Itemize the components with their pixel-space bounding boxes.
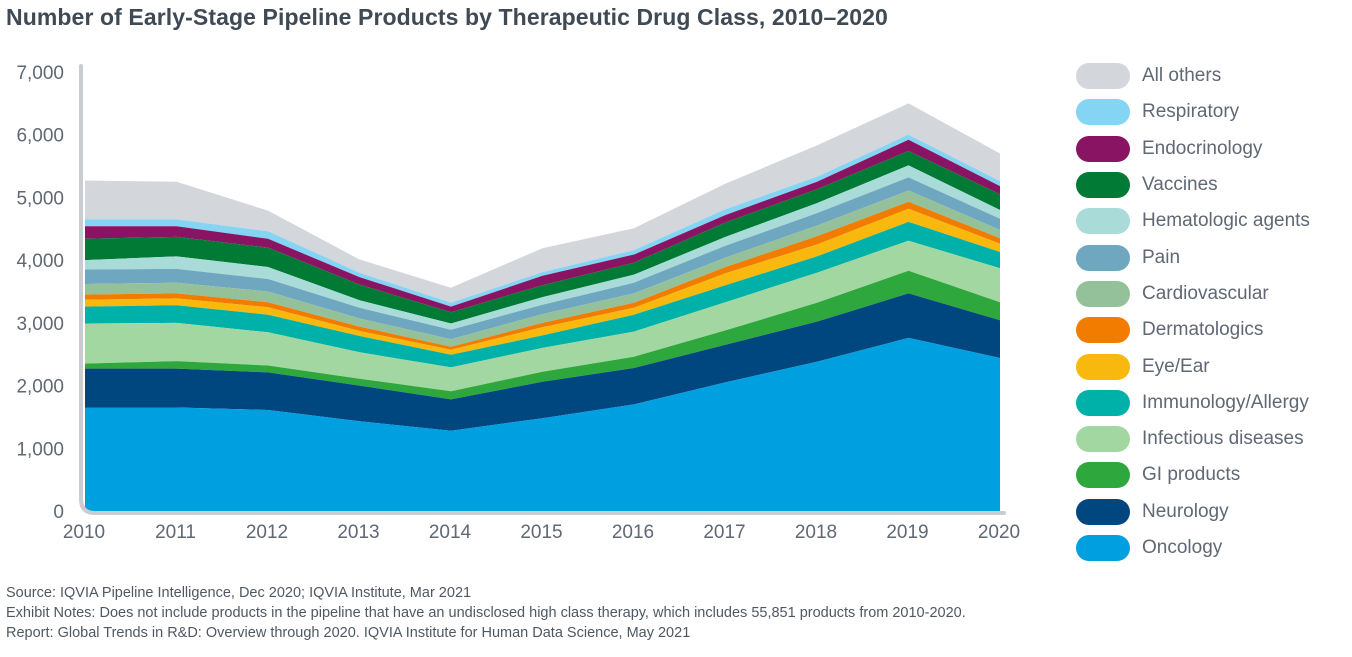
area-all-others [85,103,1000,303]
x-tick-label: 2010 [63,522,105,543]
legend-label: Dermatologics [1142,319,1264,341]
legend-item: Hematologic agents [1076,203,1352,239]
legend: All others Respiratory Endocrinology Vaccin… [1076,58,1352,566]
chart-title: Number of Early-Stage Pipeline Products … [6,4,888,30]
x-tick-label: 2016 [612,522,654,543]
legend-label: Endocrinology [1142,137,1263,159]
legend-label: Respiratory [1142,101,1240,123]
area-gi-products [85,270,1000,400]
legend-swatch [1076,426,1130,453]
legend-swatch [1076,498,1130,525]
legend-item: Vaccines [1076,167,1352,203]
legend-label: GI products [1142,464,1241,486]
legend-item: Cardiovascular [1076,276,1352,312]
area-respiratory [85,134,1000,307]
y-axis-ticks: 0 1,000 2,000 3,000 4,000 5,000 6,000 7,000 [16,63,64,523]
legend-swatch [1076,135,1130,162]
legend-item: Infectious diseases [1076,421,1352,457]
x-tick-label: 2017 [703,522,745,543]
x-axis-ticks: 2010 2011 2012 2013 2014 2015 2016 2017 2018 2019… [63,522,1020,543]
legend-swatch [1076,462,1130,489]
report-note: Report: Global Trends in R&D: Overview t… [6,625,691,641]
area-oncology [85,337,1000,511]
axis-lines [79,64,1006,515]
area-infectious-diseases [85,240,1000,392]
x-tick-label: 2019 [886,522,928,543]
legend-item: All others [1076,58,1352,94]
x-tick-label: 2015 [520,522,562,543]
legend-item: Dermatologics [1076,312,1352,348]
area-series-group [85,103,1000,511]
source-note: Source: IQVIA Pipeline Intelligence, Dec… [6,585,472,601]
legend-swatch [1076,317,1130,344]
y-tick-label: 3,000 [16,314,64,335]
legend-label: Infectious diseases [1142,428,1304,450]
legend-swatch [1076,172,1130,199]
legend-item: GI products [1076,457,1352,493]
legend-swatch [1076,280,1130,307]
area-vaccines [85,151,1000,324]
x-tick-label: 2018 [795,522,837,543]
legend-item: Respiratory [1076,94,1352,130]
y-tick-label: 2,000 [16,377,64,398]
legend-label: Pain [1142,246,1181,268]
y-tick-label: 6,000 [16,126,64,147]
legend-label: Vaccines [1142,174,1218,196]
area-neurology [85,293,1000,431]
legend-swatch [1076,389,1130,416]
y-tick-label: 5,000 [16,188,64,209]
legend-swatch [1076,353,1130,380]
legend-item: Neurology [1076,494,1352,530]
area-hematologic-agents [85,165,1000,330]
legend-label: Neurology [1142,500,1229,522]
legend-item: Oncology [1076,530,1352,566]
legend-label: Eye/Ear [1142,355,1210,377]
legend-item: Eye/Ear [1076,348,1352,384]
legend-swatch [1076,208,1130,235]
legend-label: Cardiovascular [1142,282,1269,304]
area-endocrinology [85,139,1000,313]
axes [79,64,1006,515]
y-tick-label: 4,000 [16,251,64,272]
exhibit-note: Exhibit Notes: Does not include products… [6,605,966,621]
x-tick-label: 2020 [978,522,1020,543]
x-tick-label: 2011 [155,522,196,543]
legend-item: Immunology/Allergy [1076,385,1352,421]
footnotes: Source: IQVIA Pipeline Intelligence, Dec… [6,583,966,643]
y-tick-label: 7,000 [16,63,64,84]
legend-label: Oncology [1142,537,1223,558]
legend-label: Hematologic agents [1142,210,1310,232]
y-tick-label: 0 [53,502,64,523]
legend-swatch [1076,99,1130,126]
legend-item: Endocrinology [1076,131,1352,167]
legend-label: Immunology/Allergy [1142,391,1309,413]
x-tick-label: 2014 [429,522,472,543]
area-immunology-allergy [85,221,1000,368]
area-cardiovascular [85,190,1000,347]
x-tick-label: 2012 [246,522,288,543]
legend-swatch [1076,244,1130,271]
x-tick-label: 2013 [337,522,379,543]
legend-swatch [1076,63,1130,90]
area-pain [85,177,1000,340]
legend-item: Pain [1076,239,1352,275]
y-tick-label: 1,000 [16,439,64,460]
legend-swatch [1076,535,1130,561]
legend-label: All others [1142,65,1222,87]
stacked-area-chart: 0 1,000 2,000 3,000 4,000 5,000 6,000 7,000 201… [16,63,1020,543]
